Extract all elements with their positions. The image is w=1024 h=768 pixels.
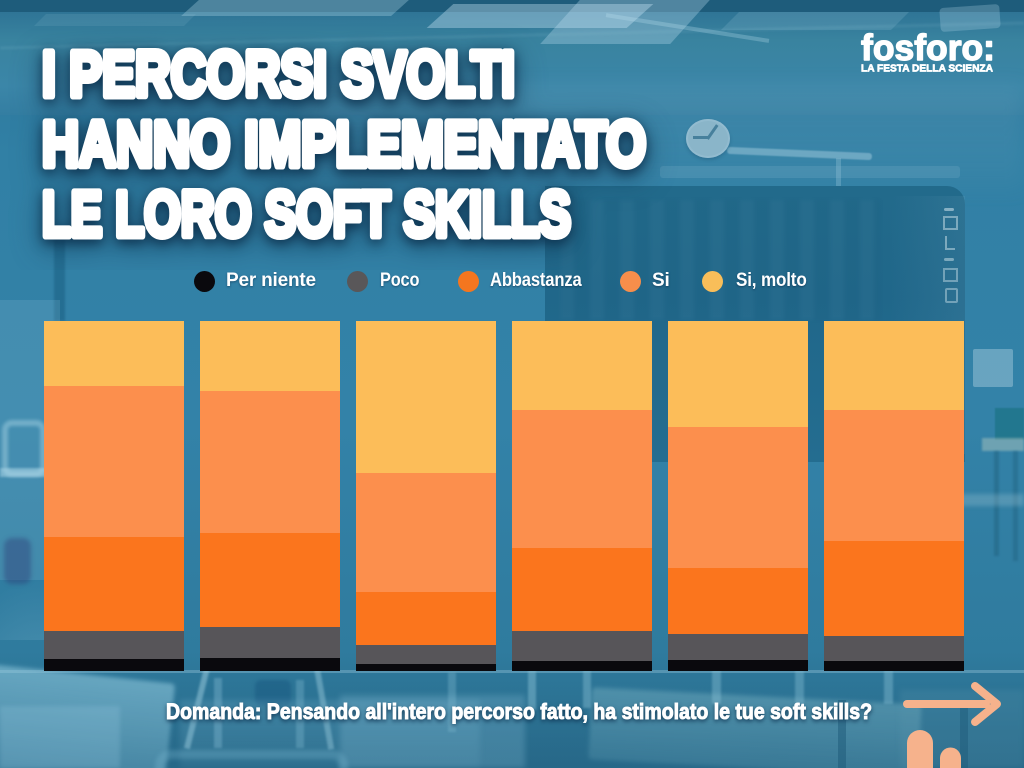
svg-text:LA FESTA DELLA SCIENZA: LA FESTA DELLA SCIENZA [861,63,993,75]
svg-text:I PERCORSI SVOLTI: I PERCORSI SVOLTI [42,38,515,110]
svg-text:Domanda: Pensando all'intero p: Domanda: Pensando all'intero percorso fa… [166,699,872,724]
svg-text:LE LORO SOFT SKILLS: LE LORO SOFT SKILLS [42,178,571,250]
svg-text:HANNO IMPLEMENTATO: HANNO IMPLEMENTATO [42,108,646,180]
svg-text:fosforo:: fosforo: [861,27,995,68]
